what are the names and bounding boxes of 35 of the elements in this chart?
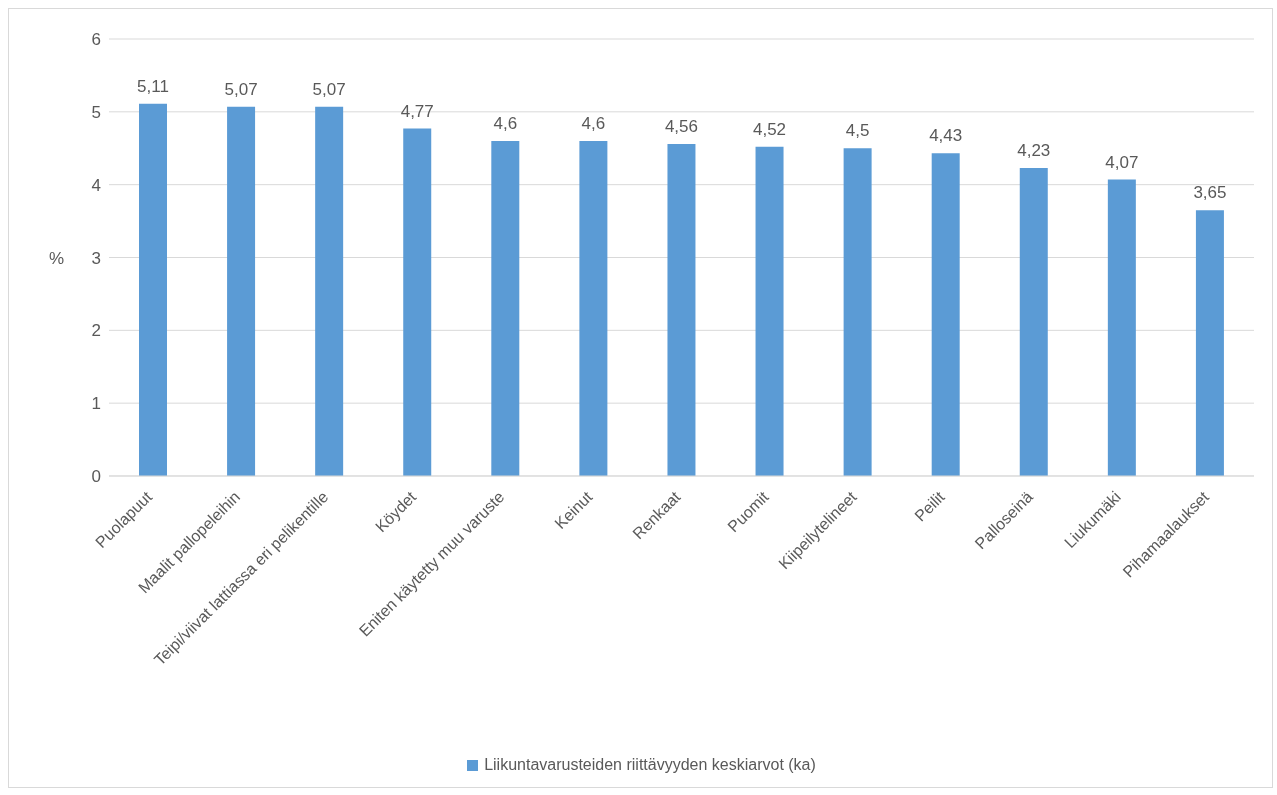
data-label: 4,6 xyxy=(493,113,518,133)
bar xyxy=(403,128,432,476)
bar xyxy=(843,148,872,476)
data-label: 4,77 xyxy=(400,101,434,121)
y-tick-label: 3 xyxy=(91,248,101,268)
data-label: 5,07 xyxy=(224,79,258,99)
y-axis-title: % xyxy=(49,248,65,268)
legend-label: Liikuntavarusteiden riittävyyden keskiarvot (ka) xyxy=(483,756,816,774)
bar xyxy=(579,140,608,476)
y-tick-label: 4 xyxy=(91,175,101,195)
y-tick-label: 0 xyxy=(91,467,101,487)
data-label: 4,43 xyxy=(929,126,963,146)
y-tick-label: 5 xyxy=(91,102,101,122)
data-label: 3,65 xyxy=(1193,183,1227,203)
data-label: 4,23 xyxy=(1017,140,1051,160)
bar xyxy=(755,146,784,476)
data-label: 4,5 xyxy=(845,121,870,141)
data-label: 4,6 xyxy=(581,113,606,133)
data-label: 5,11 xyxy=(137,76,169,96)
bar xyxy=(667,143,696,476)
bar xyxy=(227,106,256,476)
bar xyxy=(1195,210,1224,476)
bar xyxy=(931,153,960,476)
data-label: 4,56 xyxy=(664,116,699,136)
bar xyxy=(315,106,344,476)
bar xyxy=(139,103,167,476)
y-tick-label: 2 xyxy=(91,321,101,341)
y-tick-label: 6 xyxy=(91,30,101,50)
bar xyxy=(491,140,520,476)
data-label: 5,07 xyxy=(312,79,346,99)
bar xyxy=(1019,167,1048,476)
y-tick-label: 1 xyxy=(91,394,101,414)
data-label: 4,07 xyxy=(1105,152,1139,172)
bar xyxy=(1107,179,1136,476)
data-label: 4,52 xyxy=(752,119,787,139)
